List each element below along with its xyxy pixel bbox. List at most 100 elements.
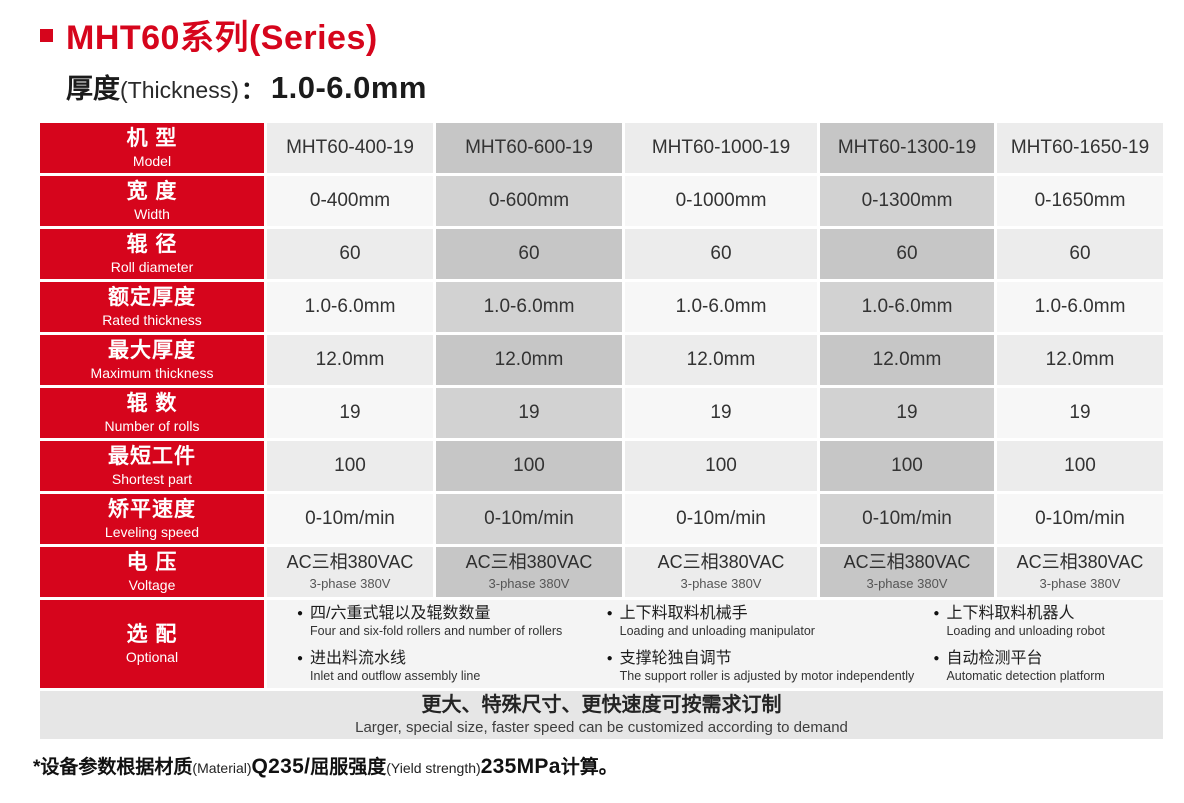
spec-value: 0-10m/min [484,508,574,530]
row-label-zh: 辊 径 [126,233,178,257]
thickness-subtitle: 厚度 (Thickness) ： 1.0-6.0mm [66,67,1184,106]
optional-item: ● 上下料取料机器人 Loading and unloading robot [933,604,1157,640]
voltage-zh: AC三相380VAC [657,552,785,573]
spec-cell: 100 [436,441,622,492]
row-label-leveling-speed: 矫平速度 Leveling speed [40,494,264,545]
optional-item: ● 四/六重式辊以及辊数数量 Four and six-fold rollers… [297,604,607,640]
optional-item-en: Loading and unloading manipulator [619,624,815,639]
spec-cell-voltage: AC三相380VAC 3-phase 380V [625,547,817,598]
row-label-roll-diameter: 辊 径 Roll diameter [40,229,264,280]
row-label-zh: 最大厚度 [108,339,196,363]
spec-value: MHT60-1650-19 [1010,137,1150,159]
row-label-width: 宽 度 Width [40,176,264,227]
spec-value: 60 [710,243,732,265]
row-label-zh: 额定厚度 [108,286,196,310]
page-title: MHT60系列(Series) [66,19,378,57]
row-label-model: 机 型 Model [40,123,264,174]
optional-item-en: Loading and unloading robot [946,624,1105,639]
row-label-zh: 电 压 [126,551,178,575]
row-label-en: Maximum thickness [90,364,214,381]
row-label-zh: 选 配 [126,623,178,647]
spec-cell: 60 [820,229,994,280]
spec-value: 0-400mm [309,190,391,212]
subtitle-value: 1.0-6.0mm [270,70,427,106]
optional-item-zh: 四/六重式辊以及辊数数量 [310,605,491,623]
row-label-en: Number of rolls [104,417,200,434]
voltage-zh: AC三相380VAC [286,552,414,573]
spec-cell: 1.0-6.0mm [820,282,994,333]
voltage-en: 3-phase 380V [680,576,762,592]
row-label-en: Roll diameter [110,258,194,275]
spec-cell: MHT60-400-19 [267,123,433,174]
row-label-optional: 选 配 Optional [40,600,264,689]
spec-value: 0-10m/min [676,508,766,530]
spec-cell: 60 [267,229,433,280]
row-label-zh: 最短工件 [108,445,196,469]
optional-item-zh: 上下料取料机器人 [946,605,1075,623]
spec-cell: 0-10m/min [820,494,994,545]
row-label-zh: 宽 度 [126,180,178,204]
spec-cell: 0-600mm [436,176,622,227]
spec-cell: 1.0-6.0mm [436,282,622,333]
row-label-maximum-thickness: 最大厚度 Maximum thickness [40,335,264,386]
optional-item-text: 进出料流水线 Inlet and outflow assembly line [310,649,480,685]
bullet-dot-icon: ● [606,608,613,620]
row-label-en: Shortest part [111,470,193,487]
spec-value: 12.0mm [494,349,564,371]
voltage-en: 3-phase 380V [309,576,391,592]
spec-value: MHT60-1300-19 [837,137,977,159]
voltage-en: 3-phase 380V [866,576,948,592]
spec-table: 机 型 Model MHT60-400-19 MHT60-600-19 MHT6… [40,123,1163,740]
subtitle-zh: 厚度 [66,74,120,105]
spec-value: 100 [513,455,545,477]
optional-item-zh: 自动检测平台 [946,649,1043,667]
spec-value: 0-1000mm [675,190,767,212]
spec-cell: 12.0mm [625,335,817,386]
spec-cell-voltage: AC三相380VAC 3-phase 380V [436,547,622,598]
spec-value: 0-10m/min [862,508,952,530]
page-header: MHT60系列(Series) 厚度 (Thickness) ： 1.0-6.0… [0,0,1184,106]
spec-cell: MHT60-1300-19 [820,123,994,174]
spec-value: 19 [339,402,361,424]
row-label-en: Model [132,152,172,169]
spec-value: 19 [710,402,732,424]
subtitle-en: (Thickness) [120,77,239,104]
spec-value: 19 [896,402,918,424]
bullet-dot-icon: ● [933,652,940,664]
footnote-calc-zh: 计算。 [560,757,618,779]
spec-cell: 0-1300mm [820,176,994,227]
optional-item-zh: 上下料取料机械手 [619,605,748,623]
optional-item: ● 支撑轮独自调节 The support roller is adjusted… [607,649,934,685]
spec-cell: 12.0mm [997,335,1163,386]
spec-cell-voltage: AC三相380VAC 3-phase 380V [820,547,994,598]
spec-value: 60 [339,243,361,265]
optional-item-en: The support roller is adjusted by motor … [619,669,915,684]
bullet-dot-icon: ● [933,608,940,620]
spec-value: 0-600mm [488,190,570,212]
spec-value: 12.0mm [686,349,756,371]
spec-value: 60 [896,243,918,265]
spec-value: 100 [891,455,923,477]
spec-cell: 0-10m/min [436,494,622,545]
row-label-zh: 机 型 [126,127,178,151]
spec-value: 19 [518,402,540,424]
optional-item-text: 自动检测平台 Automatic detection platform [946,649,1104,685]
spec-value: 0-10m/min [1035,508,1125,530]
spec-value: 12.0mm [1045,349,1115,371]
spec-cell: 19 [997,388,1163,439]
spec-cell: 19 [625,388,817,439]
spec-cell: 12.0mm [267,335,433,386]
spec-cell: 0-1000mm [625,176,817,227]
optional-item-text: 四/六重式辊以及辊数数量 Four and six-fold rollers a… [310,604,562,640]
spec-value: MHT60-600-19 [465,137,593,159]
spec-cell: 100 [625,441,817,492]
optional-item: ● 上下料取料机械手 Loading and unloading manipul… [607,604,934,640]
spec-cell: 0-10m/min [625,494,817,545]
row-label-rated-thickness: 额定厚度 Rated thickness [40,282,264,333]
optional-item-en: Automatic detection platform [946,669,1105,684]
subtitle-colon: ： [240,77,265,105]
row-label-zh: 矫平速度 [108,498,196,522]
voltage-en: 3-phase 380V [488,576,570,592]
voltage-zh: AC三相380VAC [465,552,593,573]
spec-cell: 1.0-6.0mm [625,282,817,333]
